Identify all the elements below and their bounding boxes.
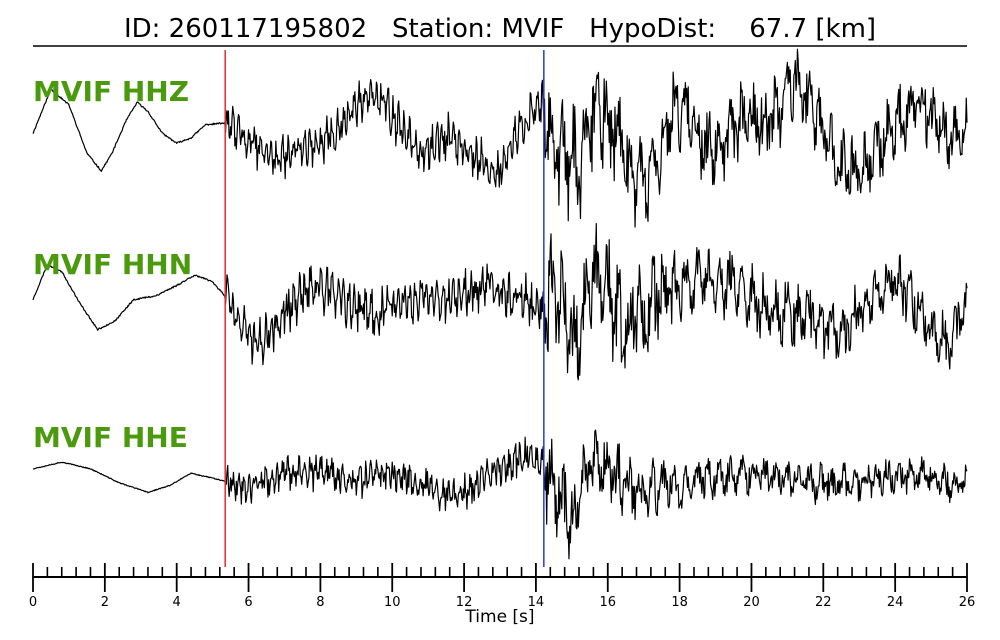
x-tick-label: 6: [244, 595, 252, 610]
id-value: 260117195802: [169, 14, 368, 44]
x-tick-label: 2: [101, 595, 109, 610]
phase-markers: [224, 50, 545, 567]
x-tick-label: 18: [671, 595, 688, 610]
x-axis-label: Time [s]: [464, 607, 534, 627]
x-tick-label: 26: [959, 595, 976, 610]
x-tick-label: 20: [743, 595, 760, 610]
hypodist-unit: [km]: [815, 14, 876, 44]
x-tick-label: 0: [29, 595, 37, 610]
trace-label-hhn: MVIF HHN: [33, 248, 192, 281]
trace-line-hhn: [32, 222, 968, 381]
x-tick-label: 10: [384, 595, 401, 610]
hypodist-label: HypoDist:: [589, 14, 716, 44]
x-tick-label: 12: [456, 595, 473, 610]
traces-group: [32, 48, 968, 560]
x-tick-label: 8: [316, 595, 324, 610]
x-tick-label: 4: [173, 595, 181, 610]
id-label: ID:: [124, 14, 160, 44]
trace-label-hhe: MVIF HHE: [33, 421, 188, 454]
station-label: Station:: [392, 14, 493, 44]
x-tick-label: 16: [599, 595, 616, 610]
trace-line-hhz: [32, 48, 968, 228]
trace-label-hhz: MVIF HHZ: [33, 75, 189, 108]
trace-line-hhe: [32, 429, 968, 560]
x-tick-label: 24: [887, 595, 904, 610]
station-value: MVIF: [501, 14, 564, 44]
hypodist-value: 67.7: [749, 14, 807, 44]
x-tick-label: 14: [528, 595, 545, 610]
figure-title: ID: 260117195802 Station: MVIF HypoDist:…: [124, 14, 876, 44]
x-tick-label: 22: [815, 595, 832, 610]
time-axis: 0 2 4 6 8 10 12 14 16 18 20 22 24 26: [29, 563, 975, 610]
